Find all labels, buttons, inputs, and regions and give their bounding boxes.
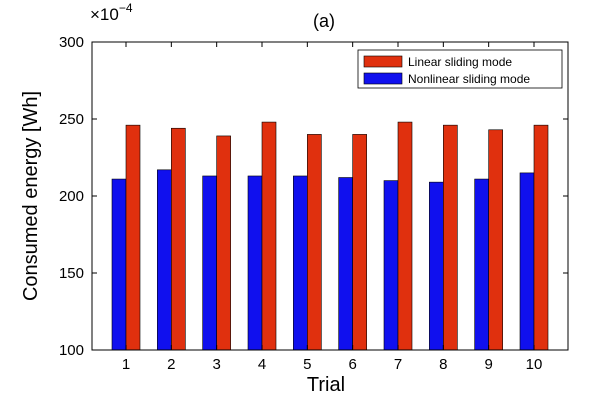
- bar-nonlinear-trial-4: [247, 175, 263, 351]
- bar-nonlinear-trial-2: [157, 169, 172, 351]
- x-tick-label-3: 3: [212, 356, 220, 373]
- bar-linear-trial-6: [352, 134, 367, 351]
- y-axis-multiplier-exponent: −4: [119, 1, 133, 15]
- legend-swatch-nonlinear: [363, 72, 403, 85]
- bar-linear-trial-8: [443, 124, 458, 351]
- x-tick-label-9: 9: [484, 356, 492, 373]
- y-axis-multiplier-base: ×10: [90, 5, 119, 24]
- x-tick-label-2: 2: [167, 356, 175, 373]
- bar-linear-trial-9: [488, 129, 503, 351]
- x-tick-label-10: 10: [526, 356, 543, 373]
- bar-nonlinear-trial-5: [293, 175, 308, 351]
- x-axis-title: Trial: [307, 374, 345, 396]
- bar-nonlinear-trial-6: [338, 177, 353, 351]
- y-tick-label-300: 300: [59, 34, 84, 51]
- legend: Linear sliding mode Nonlinear sliding mod…: [357, 49, 563, 89]
- bar-linear-trial-4: [261, 121, 277, 351]
- bars-group: [111, 121, 549, 351]
- y-axis-title: Consumed energy [Wh]: [20, 91, 42, 301]
- y-tick-label-100: 100: [59, 342, 84, 359]
- x-tick-label-6: 6: [348, 356, 356, 373]
- y-tick-label-250: 250: [59, 111, 84, 128]
- x-tick-label-8: 8: [439, 356, 447, 373]
- bar-nonlinear-trial-7: [383, 180, 399, 351]
- bar-nonlinear-trial-3: [202, 175, 217, 351]
- legend-label-nonlinear: Nonlinear sliding mode: [408, 72, 530, 86]
- x-tick-label-4: 4: [258, 356, 266, 373]
- bar-linear-trial-10: [533, 124, 549, 351]
- x-tick-label-7: 7: [394, 356, 402, 373]
- chart-title: (a): [313, 11, 335, 31]
- y-tick-label-200: 200: [59, 188, 84, 205]
- legend-swatch-linear: [363, 55, 403, 68]
- bar-nonlinear-trial-1: [111, 178, 127, 351]
- plot-frame: [91, 41, 569, 351]
- x-tick-label-1: 1: [122, 356, 130, 373]
- bar-linear-trial-3: [216, 135, 231, 351]
- bar-nonlinear-trial-10: [519, 172, 535, 351]
- bar-nonlinear-trial-8: [429, 181, 444, 351]
- bar-linear-trial-5: [307, 134, 322, 351]
- y-tick-label-150: 150: [59, 265, 84, 282]
- legend-label-linear: Linear sliding mode: [408, 55, 512, 69]
- ticks-group: 100 150 200 250 300 1 2 3 4 5 6 7 8 9 10: [59, 34, 568, 373]
- x-tick-label-5: 5: [303, 356, 311, 373]
- y-axis-multiplier: ×10−4: [90, 1, 133, 24]
- bar-nonlinear-trial-9: [474, 178, 489, 351]
- bar-linear-trial-2: [171, 127, 186, 351]
- bar-linear-trial-1: [125, 124, 141, 351]
- bar-linear-trial-7: [397, 121, 413, 351]
